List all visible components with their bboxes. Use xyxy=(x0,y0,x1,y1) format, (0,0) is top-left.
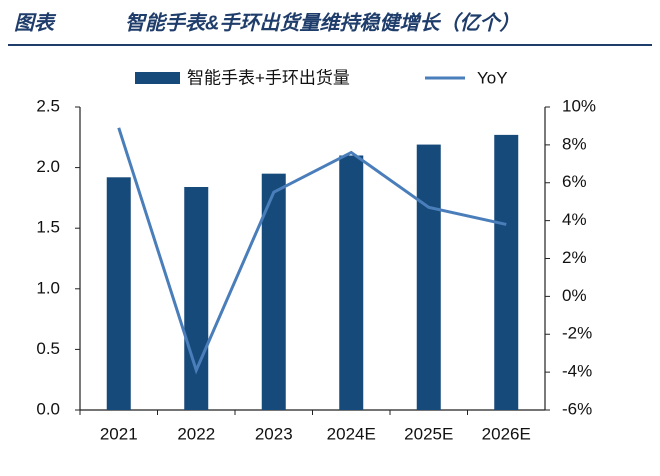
bar xyxy=(494,134,519,410)
figure-label: 图表 xyxy=(14,11,57,34)
y2-tick-label: 8% xyxy=(562,134,587,153)
y-tick-label: 0.0 xyxy=(36,399,60,418)
y-tick-label: 2.0 xyxy=(36,157,60,176)
x-tick-label: 2022 xyxy=(177,424,215,443)
y2-tick-label: -6% xyxy=(562,399,592,418)
y2-tick-label: 6% xyxy=(562,172,587,191)
legend-swatch xyxy=(135,72,180,84)
x-tick-label: 2023 xyxy=(255,424,293,443)
y-tick-label: 1.5 xyxy=(36,218,60,237)
line xyxy=(117,127,507,375)
x-tick-label: 2026E xyxy=(482,424,531,443)
x-tick-label: 2021 xyxy=(100,424,138,443)
y2-tick-label: 2% xyxy=(562,248,587,267)
x-tick-label: 2024E xyxy=(327,424,376,443)
bar xyxy=(184,186,209,410)
x-tick-label: 2025E xyxy=(404,424,453,443)
y2-tick-label: 4% xyxy=(562,210,587,229)
bar xyxy=(106,177,131,410)
y2-tick-label: -2% xyxy=(562,324,592,343)
y2-tick-label: 0% xyxy=(562,286,587,305)
legend-label: YoY xyxy=(477,68,508,87)
y-tick-label: 0.5 xyxy=(36,339,60,358)
bar xyxy=(339,155,364,410)
y-tick-label: 2.5 xyxy=(36,96,60,115)
y2-tick-label: 10% xyxy=(562,96,596,115)
chart-title: 智能手表&手环出货量维持稳健增长（亿个） xyxy=(125,11,519,34)
y-tick-label: 1.0 xyxy=(36,278,60,297)
y2-tick-label: -4% xyxy=(562,362,592,381)
legend-label: 智能手表+手环出货量 xyxy=(187,68,350,87)
bar xyxy=(416,144,441,410)
